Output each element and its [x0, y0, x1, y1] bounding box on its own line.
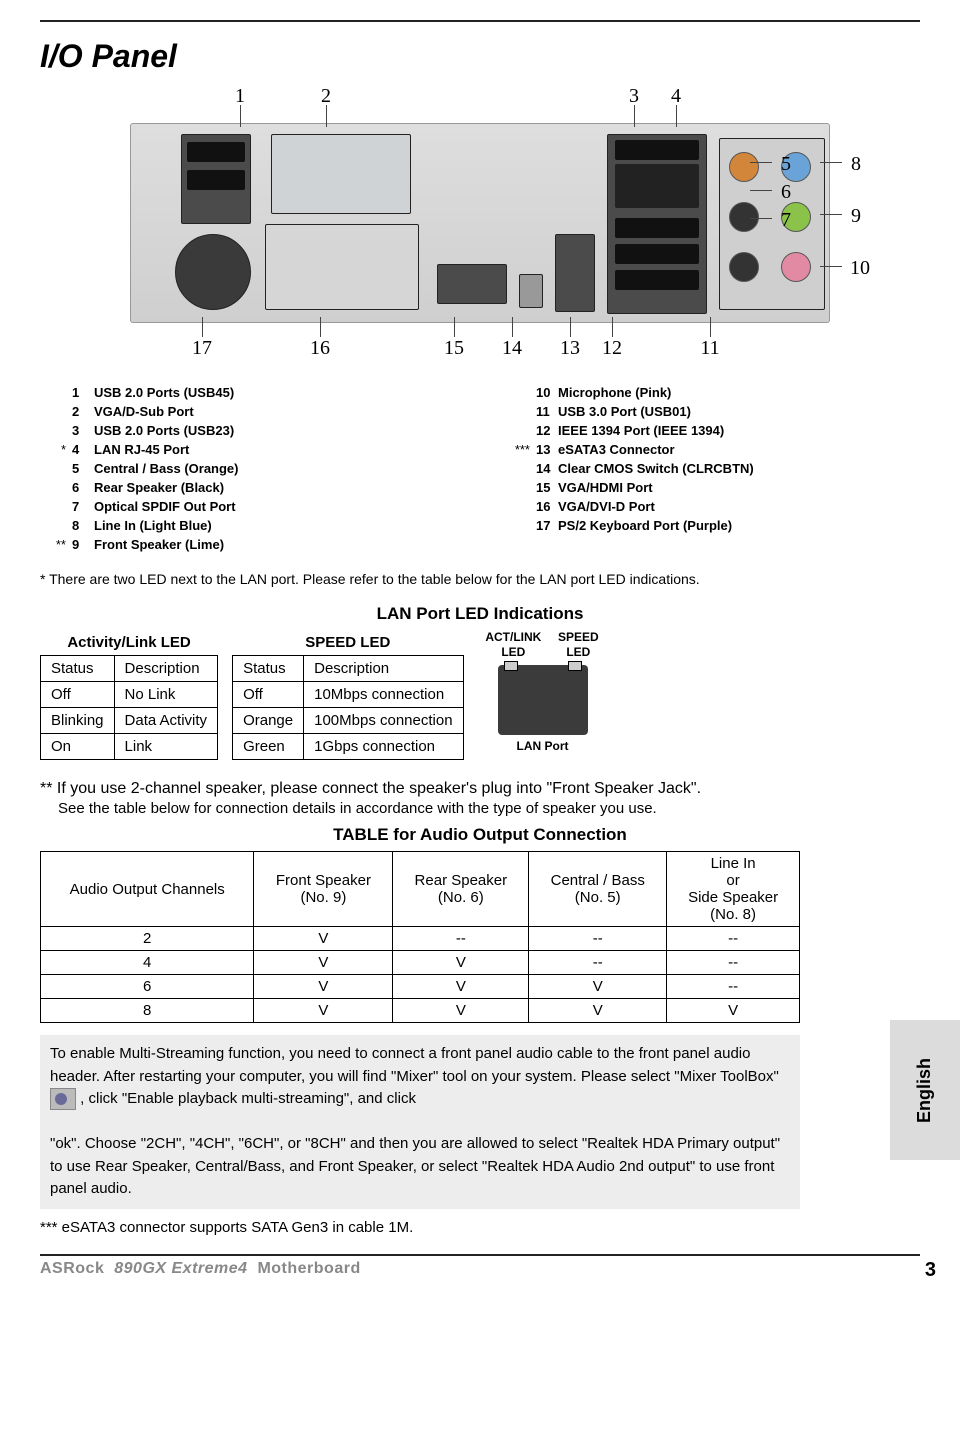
callout-14: 14	[502, 337, 522, 360]
footnote-doublestar: ** If you use 2-channel speaker, please …	[40, 778, 920, 820]
callout-10: 10	[846, 257, 874, 280]
activity-link-led-table: Activity/Link LED StatusDescription OffN…	[40, 630, 218, 760]
led-section-title: LAN Port LED Indications	[40, 604, 920, 624]
port-legend: 1USB 2.0 Ports (USB45)2VGA/D-Sub Port3US…	[46, 383, 914, 554]
lan-port-illustration: ACT/LINK LED SPEED LED LAN Port	[478, 630, 608, 755]
callout-5: 5	[776, 153, 796, 176]
callout-11: 11	[700, 337, 720, 360]
audio-output-table: Audio Output ChannelsFront Speaker(No. 9…	[40, 851, 800, 1023]
audio-table-title: TABLE for Audio Output Connection	[40, 825, 920, 845]
callout-16: 16	[310, 337, 330, 360]
multistream-note: To enable Multi-Streaming function, you …	[40, 1035, 800, 1209]
footnote-triplestar: *** eSATA3 connector supports SATA Gen3 …	[40, 1219, 920, 1236]
language-tab: English	[890, 1020, 960, 1160]
callout-17: 17	[192, 337, 212, 360]
callout-9: 9	[846, 205, 866, 228]
callout-7: 7	[776, 209, 796, 232]
footer: ASRock 890GX Extreme4 Motherboard	[40, 1254, 920, 1278]
mixer-toolbox-icon	[50, 1088, 76, 1110]
callout-8: 8	[846, 153, 866, 176]
callout-6: 6	[776, 181, 796, 204]
page-title: I/O Panel	[40, 38, 920, 75]
callout-12: 12	[602, 337, 622, 360]
io-panel-diagram: 1 2 3 4 17 16 15 14 13 12 11 5 6 7 8 9 1…	[100, 85, 860, 365]
callout-15: 15	[444, 337, 464, 360]
footnote-star: * There are two LED next to the LAN port…	[40, 570, 920, 590]
speed-led-table: SPEED LED StatusDescription Off10Mbps co…	[232, 630, 463, 760]
callout-13: 13	[560, 337, 580, 360]
page-number: 3	[925, 1259, 936, 1282]
